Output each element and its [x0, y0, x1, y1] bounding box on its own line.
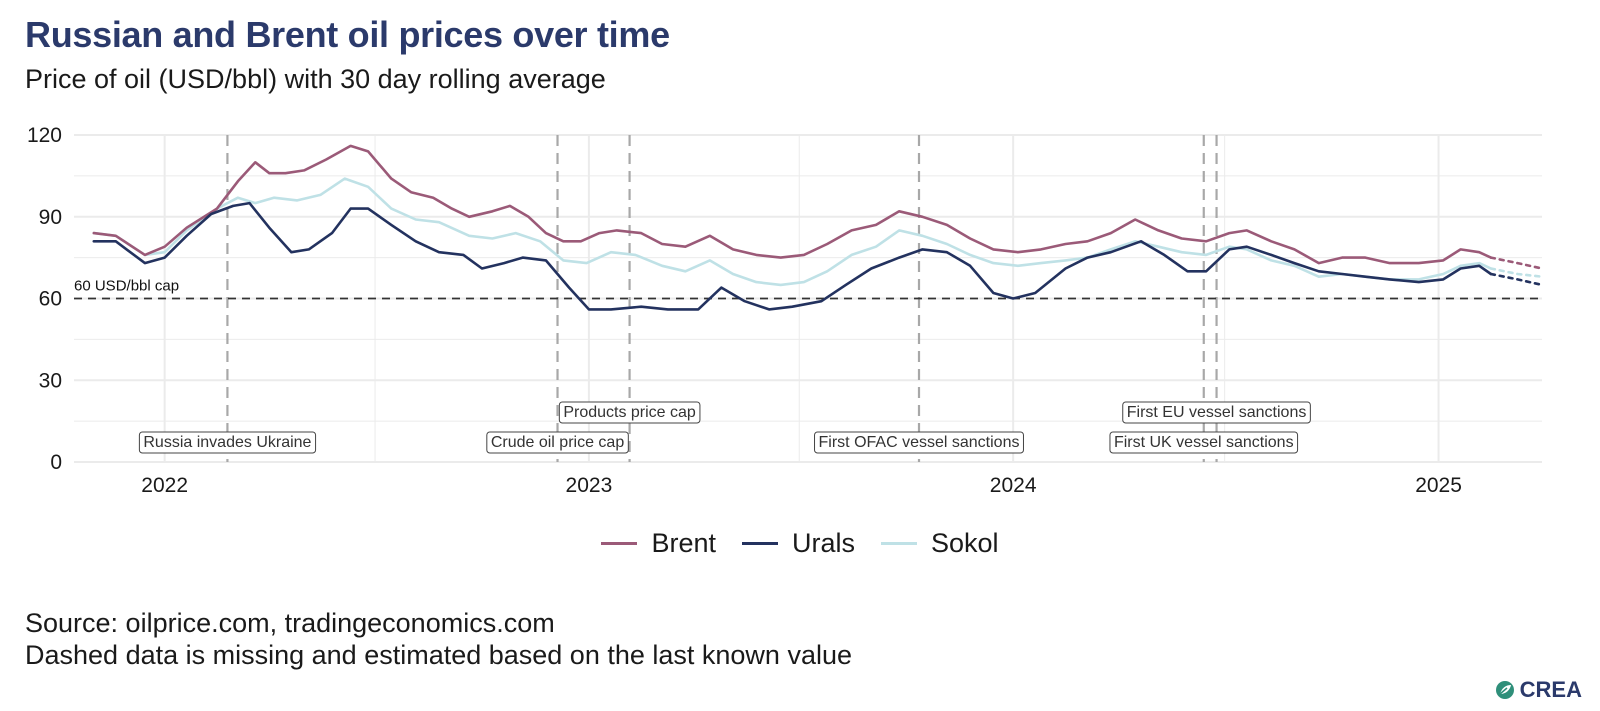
chart-title: Russian and Brent oil prices over time: [25, 14, 670, 55]
event-annotation: First OFAC vessel sanctions: [814, 431, 1024, 454]
event-annotation: Crude oil price cap: [486, 431, 629, 454]
crea-logo-text: CREA: [1519, 677, 1582, 702]
series-line-estimated-urals: [1489, 272, 1544, 287]
chart-legend: Brent Urals Sokol: [0, 528, 1600, 559]
event-annotation: First UK vessel sanctions: [1109, 431, 1299, 454]
event-label-box: [1122, 401, 1311, 424]
event-annotation: Russia invades Ukraine: [138, 431, 317, 454]
y-tick-label: 90: [39, 206, 62, 229]
x-tick-label: 2025: [1415, 474, 1462, 497]
event-annotation: Products price cap: [558, 401, 701, 424]
event-annotation: First EU vessel sanctions: [1122, 401, 1311, 424]
x-tick-label: 2023: [566, 474, 613, 497]
legend-item-brent: Brent: [601, 528, 716, 559]
legend-swatch-sokol: [881, 542, 917, 545]
legend-item-urals: Urals: [741, 528, 855, 559]
event-label-box: [814, 431, 1024, 454]
series-line-estimated-sokol: [1489, 267, 1544, 278]
price-cap-label: 60 USD/bbl cap: [74, 278, 179, 295]
y-tick-label: 30: [39, 369, 62, 392]
event-label-box: [558, 401, 701, 424]
event-label-box: [1109, 431, 1299, 454]
x-tick-label: 2024: [990, 474, 1037, 497]
event-label: First UK vessel sanctions: [1114, 434, 1294, 451]
legend-label-urals: Urals: [791, 528, 855, 558]
series-line-brent: [92, 144, 1493, 265]
event-label-box: [138, 431, 317, 454]
legend-swatch-brent: [601, 542, 638, 545]
y-tick-label: 120: [27, 124, 62, 147]
event-label: Russia invades Ukraine: [143, 434, 311, 451]
event-label: Crude oil price cap: [491, 434, 625, 451]
series-line-sokol: [92, 177, 1493, 287]
series-line-urals: [92, 201, 1493, 311]
legend-label-brent: Brent: [651, 528, 716, 558]
source-note: Source: oilprice.com, tradingeconomics.c…: [25, 608, 555, 638]
event-label-box: [486, 431, 629, 454]
event-label: First EU vessel sanctions: [1127, 404, 1307, 421]
crea-logo: CREA: [1494, 677, 1582, 703]
crea-leaf-icon: [1495, 681, 1514, 699]
y-tick-label: 0: [50, 451, 62, 474]
event-label: Products price cap: [563, 404, 696, 421]
event-label: First OFAC vessel sanctions: [819, 434, 1020, 451]
legend-item-sokol: Sokol: [881, 528, 999, 559]
legend-swatch-urals: [741, 542, 778, 545]
chart-subtitle: Price of oil (USD/bbl) with 30 day rolli…: [25, 64, 606, 94]
x-tick-label: 2022: [141, 474, 188, 497]
series-line-estimated-brent: [1489, 256, 1544, 270]
legend-label-sokol: Sokol: [931, 528, 999, 558]
estimate-note: Dashed data is missing and estimated bas…: [25, 640, 852, 670]
y-tick-label: 60: [39, 288, 62, 311]
